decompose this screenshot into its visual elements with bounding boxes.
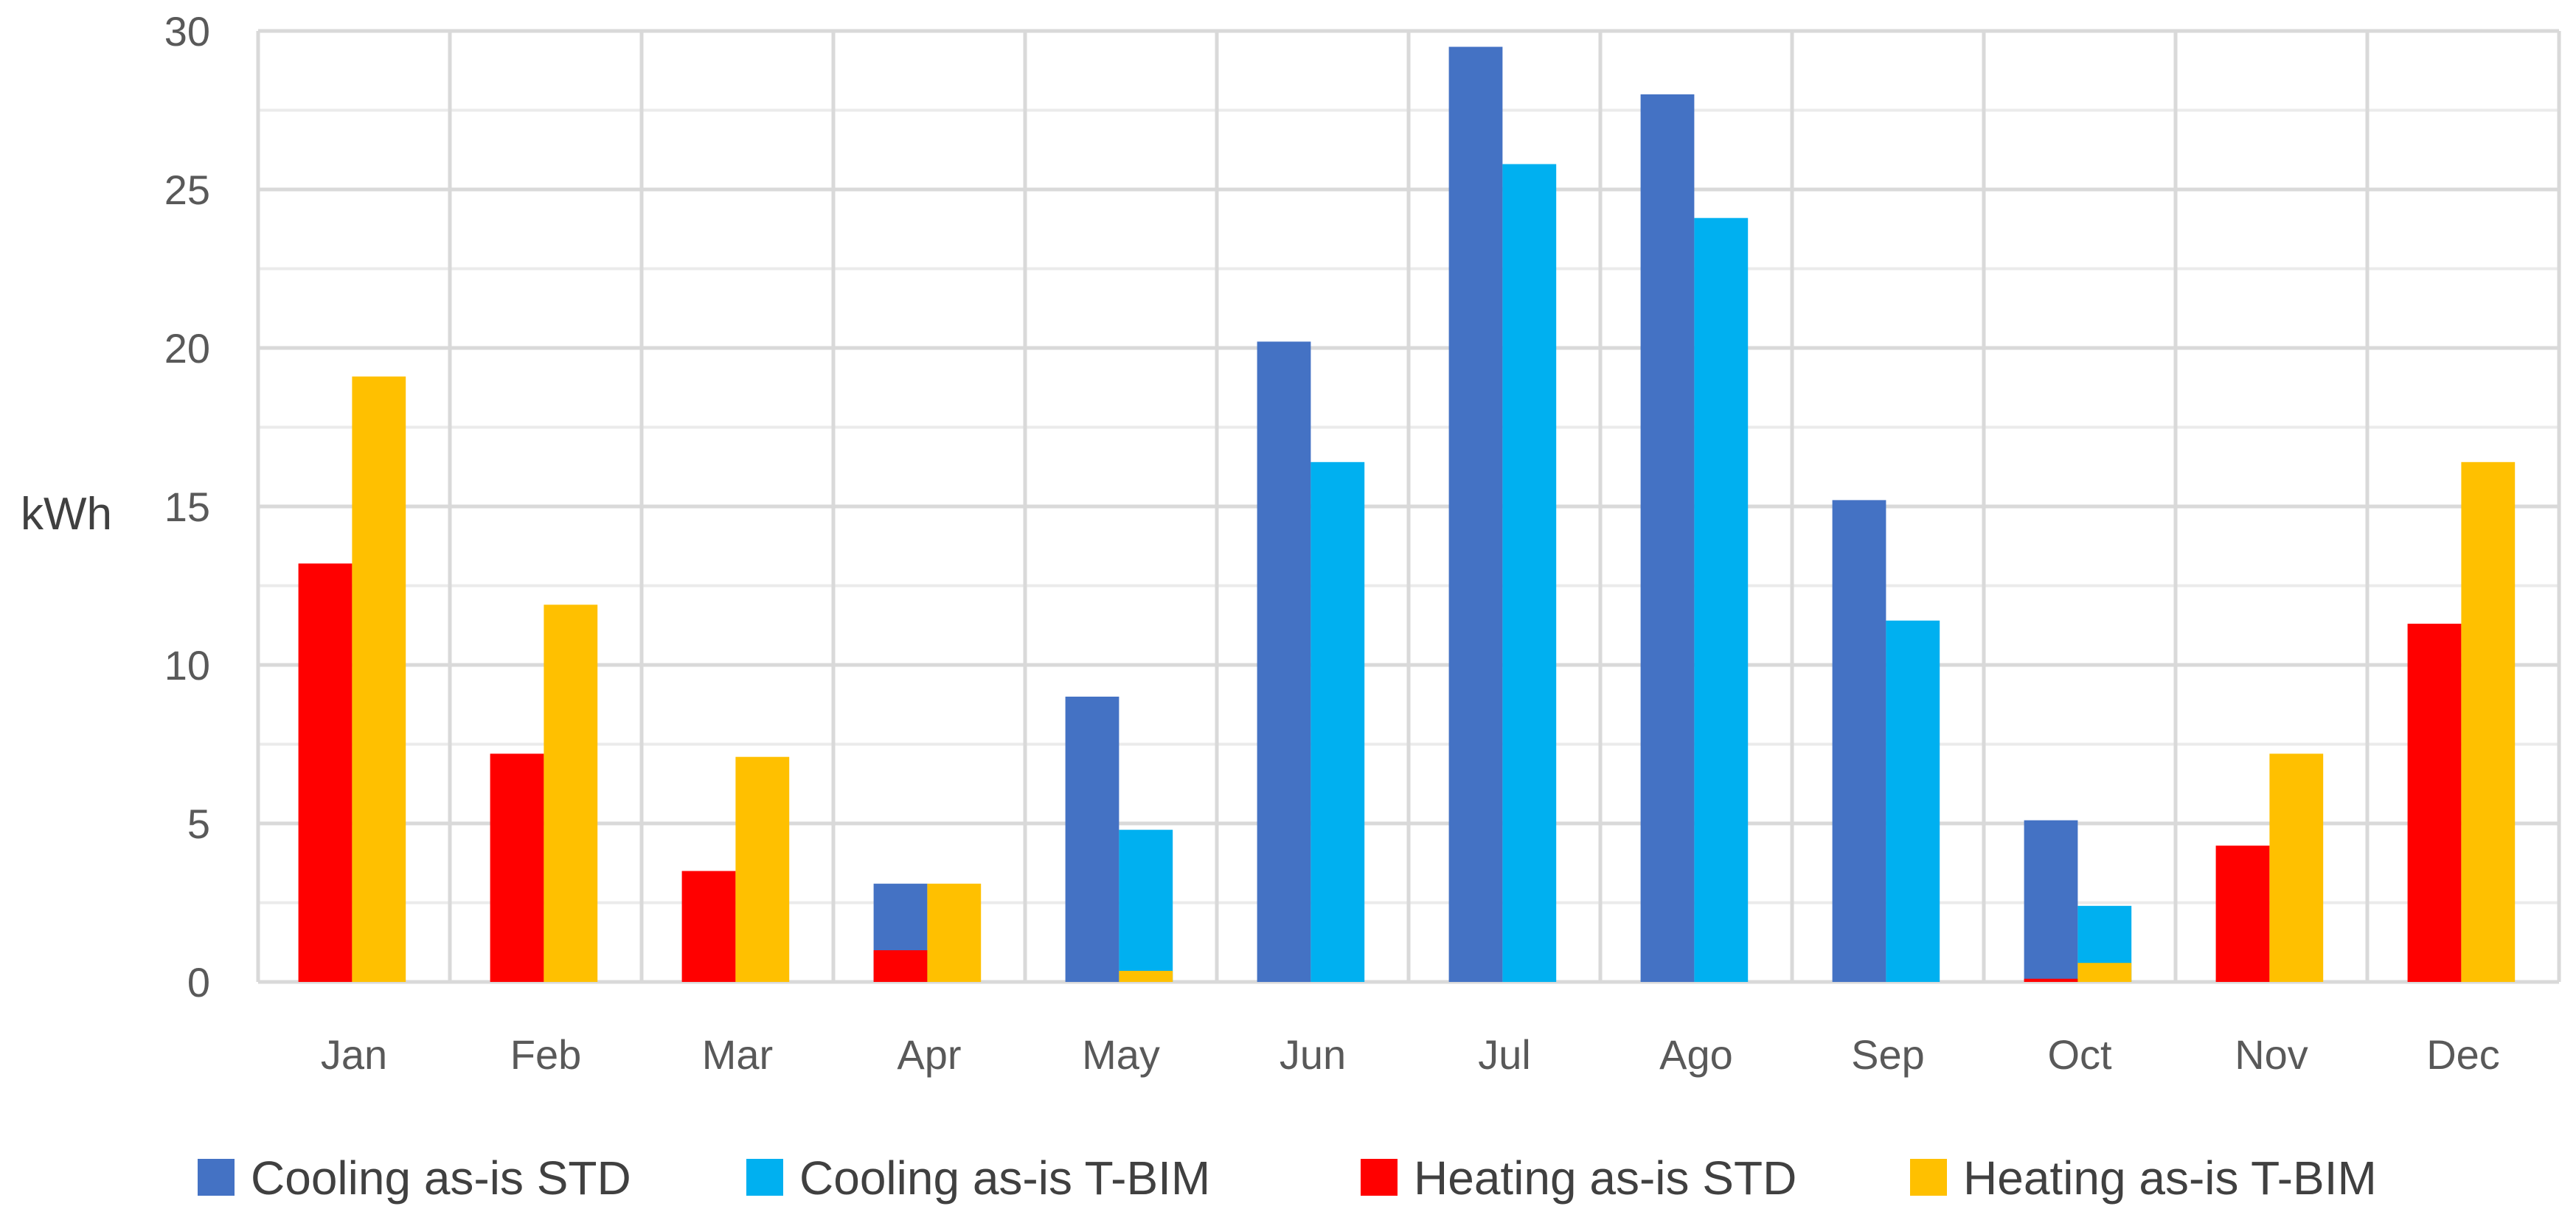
x-tick-label: Jan (321, 1031, 387, 1078)
bar-heating-tbim-may (1119, 970, 1173, 982)
legend-label-cooling-tbim: Cooling as-is T-BIM (799, 1151, 1210, 1205)
bar-heating-std-nov (2215, 846, 2270, 982)
y-tick-label: 25 (164, 167, 210, 213)
y-tick-label: 20 (164, 325, 210, 372)
x-tick-label: Sep (1851, 1031, 1925, 1078)
bar-cooling-std-may (1065, 697, 1119, 982)
x-axis-ticks: Jan Feb Mar Apr May Jun Jul Ago Sep Oct Nov Dec (321, 1031, 2500, 1078)
legend-label-heating-std: Heating as-is STD (1414, 1151, 1796, 1205)
bar-cooling-tbim-may (1119, 829, 1173, 982)
bar-heating-std-jan (298, 563, 353, 982)
bar-heating-std-apr (873, 950, 928, 982)
bar-heating-tbim-oct (2077, 963, 2132, 982)
bar-heating-tbim-nov (2269, 753, 2324, 982)
y-tick-label: 5 (187, 801, 210, 847)
bar-cooling-tbim-jun (1310, 461, 1365, 982)
bar-cooling-std-sep (1832, 500, 1886, 982)
x-tick-label: Nov (2235, 1031, 2308, 1078)
bar-heating-std-mar (681, 871, 736, 982)
x-tick-label: Jun (1280, 1031, 1346, 1078)
legend-swatch-heating-tbim (1910, 1159, 1947, 1196)
chart-bars (298, 46, 2516, 983)
legend-label-heating-tbim: Heating as-is T-BIM (1963, 1151, 2377, 1205)
bar-cooling-tbim-sep (1886, 620, 1940, 982)
bar-heating-tbim-mar (735, 756, 790, 982)
legend-label-cooling-std: Cooling as-is STD (251, 1151, 631, 1205)
x-tick-label: Ago (1659, 1031, 1733, 1078)
bar-heating-std-dec (2407, 624, 2462, 982)
legend-swatch-cooling-std (198, 1159, 235, 1196)
bar-heating-tbim-feb (544, 604, 598, 982)
bar-cooling-std-oct (2024, 820, 2078, 982)
x-tick-label: Feb (510, 1031, 582, 1078)
bar-heating-std-feb (490, 753, 544, 982)
bar-cooling-std-ago (1640, 94, 1695, 982)
legend-swatch-heating-std (1361, 1159, 1398, 1196)
x-tick-label: Mar (702, 1031, 773, 1078)
chart-gridlines (256, 29, 2561, 984)
bar-heating-tbim-dec (2461, 461, 2516, 982)
x-tick-label: Apr (897, 1031, 961, 1078)
x-tick-label: Oct (2047, 1031, 2112, 1078)
bar-heating-tbim-apr (927, 883, 982, 982)
y-axis-ticks: 0 5 10 15 20 25 30 (164, 8, 210, 1006)
bar-heating-tbim-jan (352, 376, 406, 982)
bar-cooling-tbim-jul (1502, 164, 1557, 983)
y-tick-label: 0 (187, 959, 210, 1006)
bar-cooling-std-jul (1448, 46, 1503, 982)
y-axis-label: kWh (21, 489, 112, 540)
bar-heating-std-oct (2024, 978, 2078, 982)
x-tick-label: Dec (2426, 1031, 2500, 1078)
y-tick-label: 30 (164, 8, 210, 55)
x-tick-label: Jul (1478, 1031, 1531, 1078)
x-tick-label: May (1082, 1031, 1160, 1078)
y-tick-label: 10 (164, 642, 210, 689)
bar-cooling-std-jun (1257, 341, 1311, 982)
legend-swatch-cooling-tbim (746, 1159, 783, 1196)
y-tick-label: 15 (164, 484, 210, 530)
legend: Cooling as-is STD Cooling as-is T-BIM Heat… (198, 1151, 2377, 1205)
bar-cooling-tbim-ago (1694, 217, 1749, 983)
